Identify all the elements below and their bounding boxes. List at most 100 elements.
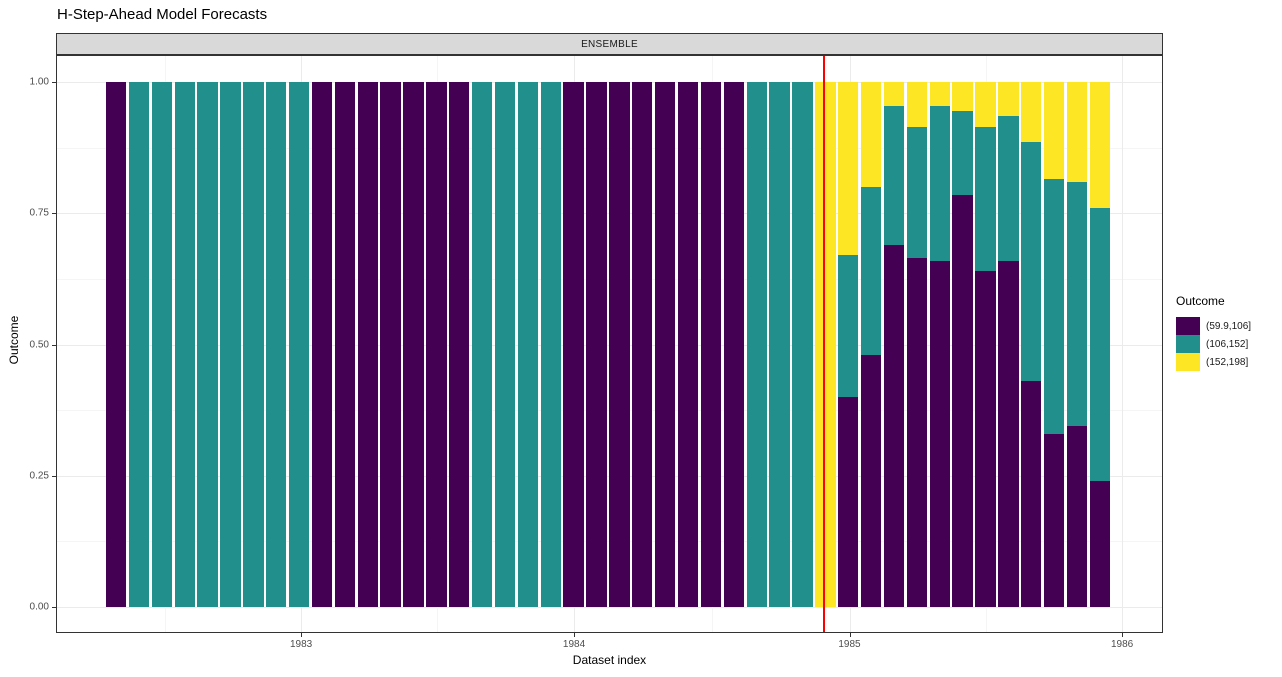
x-tick-mark <box>849 633 851 637</box>
y-tick-mark <box>52 344 56 346</box>
legend: Outcome (59.9,106] (106,152] (152,198] <box>1176 294 1251 371</box>
bar-segment <box>998 82 1019 117</box>
bar <box>174 56 195 632</box>
bar-segment <box>952 194 973 607</box>
bar-segment <box>860 187 882 355</box>
bar <box>403 56 424 632</box>
bar-segment <box>860 355 882 607</box>
bar-segment <box>563 82 584 607</box>
bar-segment <box>883 82 905 106</box>
bar-segment <box>906 257 928 607</box>
bar-segment <box>449 82 470 607</box>
y-tick-mark <box>52 213 56 215</box>
bar-segment <box>860 82 882 187</box>
bar-segment <box>609 82 630 607</box>
y-tick-mark <box>52 607 56 608</box>
bar <box>1021 56 1042 632</box>
bar-segment <box>1089 208 1111 481</box>
bar-segment <box>655 82 676 607</box>
bar-segment <box>906 82 928 127</box>
bar-segment <box>403 82 424 607</box>
bar <box>471 56 493 632</box>
bar <box>197 56 218 632</box>
bar <box>586 56 607 632</box>
bar-segment <box>1021 82 1042 143</box>
bar-segment <box>426 82 447 607</box>
x-tick-label: 1985 <box>838 639 861 650</box>
legend-entry-label: (152,198] <box>1206 356 1249 368</box>
bar-segment <box>357 82 378 607</box>
bar-segment <box>1021 142 1042 382</box>
bar-segment <box>1043 179 1065 434</box>
legend-entry: (106,152] <box>1176 335 1251 353</box>
bar <box>952 56 973 632</box>
bar <box>311 56 333 632</box>
bar-segment <box>266 82 287 607</box>
bar <box>540 56 561 632</box>
x-tick-mark <box>574 633 576 637</box>
bar-segment <box>838 82 859 256</box>
bar <box>700 56 722 632</box>
facet-strip-label: ENSEMBLE <box>581 38 638 50</box>
bar-segment <box>105 82 127 607</box>
bar <box>220 56 241 632</box>
bar <box>334 56 356 632</box>
bar-segment <box>838 255 859 397</box>
bar-segment <box>838 397 859 607</box>
x-tick-label: 1986 <box>1110 639 1134 650</box>
bar <box>357 56 378 632</box>
y-tick-mark <box>52 475 56 477</box>
bar-segment <box>1066 425 1088 607</box>
bar-segment <box>952 110 973 195</box>
bar-segment <box>174 82 195 607</box>
bar-segment <box>311 82 333 607</box>
bar-segment <box>929 82 950 106</box>
legend-title: Outcome <box>1176 294 1225 308</box>
bar <box>975 56 996 632</box>
bar-segment <box>677 82 699 607</box>
x-tick-mark <box>301 633 303 637</box>
bar <box>677 56 699 632</box>
bar-segment <box>883 244 905 607</box>
legend-entry-label: (59.9,106] <box>1206 320 1252 332</box>
legend-key-swatch <box>1176 335 1200 353</box>
bar <box>609 56 630 632</box>
bar-segment <box>998 116 1019 261</box>
x-axis-title: Dataset index <box>572 653 647 667</box>
facet-strip: ENSEMBLE <box>56 33 1163 55</box>
legend-entry: (59.9,106] <box>1176 317 1251 335</box>
x-tick-mark <box>1122 633 1124 637</box>
bar-segment <box>975 271 996 607</box>
bar-segment <box>220 82 241 607</box>
legend-key-swatch <box>1176 353 1200 371</box>
bar <box>426 56 447 632</box>
bar-segment <box>540 82 561 607</box>
bar <box>746 56 767 632</box>
plot-panel <box>56 55 1163 633</box>
bar-segment <box>700 82 722 607</box>
bar-segment <box>883 105 905 245</box>
bar-segment <box>975 82 996 127</box>
bar-segment <box>1043 82 1065 180</box>
chart-title: H-Step-Ahead Model Forecasts <box>57 6 268 23</box>
y-tick-label: 0.75 <box>29 207 49 219</box>
bar <box>288 56 310 632</box>
bar-segment <box>952 82 973 111</box>
bar <box>151 56 173 632</box>
bar <box>1089 56 1111 632</box>
bar <box>449 56 470 632</box>
bar-segment <box>471 82 493 607</box>
bar <box>105 56 127 632</box>
bar-segment <box>998 260 1019 607</box>
forecast-origin-line <box>822 56 825 632</box>
bar-segment <box>929 105 950 261</box>
legend-entries: (59.9,106] (106,152] (152,198] <box>1176 317 1251 371</box>
y-tick-label: 1.00 <box>29 76 49 88</box>
legend-entry: (152,198] <box>1176 353 1251 371</box>
bar <box>769 56 790 632</box>
bar <box>906 56 928 632</box>
bar <box>929 56 950 632</box>
bar-segment <box>1066 181 1088 426</box>
legend-entry-label: (106,152] <box>1206 338 1249 350</box>
